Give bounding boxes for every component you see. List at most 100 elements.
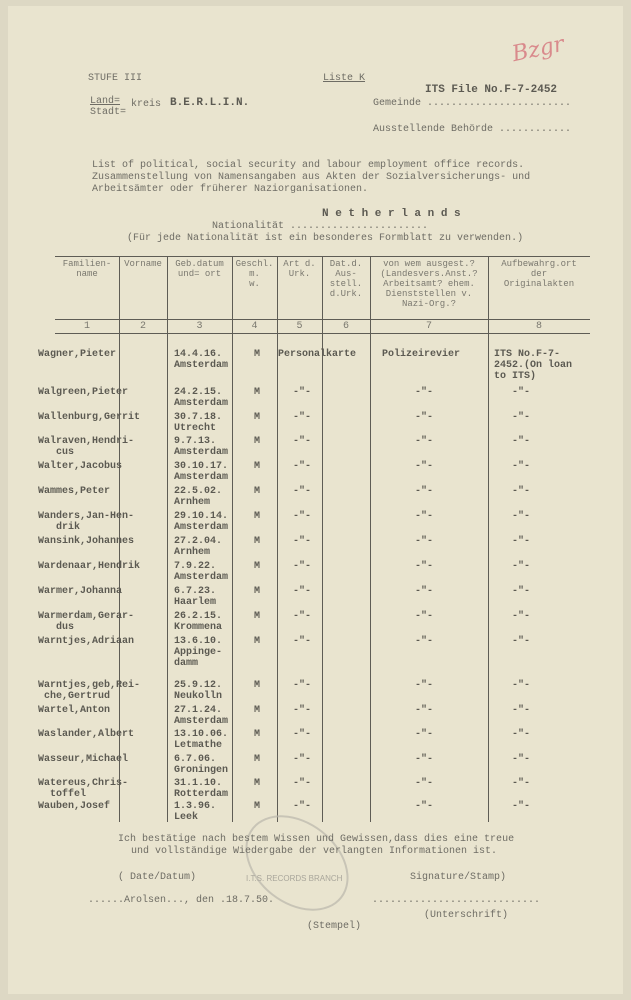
document-type: -"- xyxy=(293,561,312,572)
kreis-value: B.E.R.L.I.N. xyxy=(170,97,250,109)
document-type: -"- xyxy=(293,705,312,716)
unterschrift-label: (Unterschrift) xyxy=(424,910,509,921)
birth-date: 27.2.04. xyxy=(174,536,223,547)
column-divider xyxy=(370,256,371,822)
birth-date: 13.10.06. xyxy=(174,729,229,740)
family-name: Warmer,Johanna xyxy=(38,586,123,597)
nationality-note: (Für jede Nationalität ist ein besondere… xyxy=(127,233,524,244)
column-header: von wem ausgest.? (Landesvers.Anst.? Arb… xyxy=(380,259,478,309)
archive-location: -"- xyxy=(512,536,531,547)
archive-location: -"- xyxy=(512,754,531,765)
issued-by: Polizeirevier xyxy=(382,349,461,360)
nationality-value: N e t h e r l a n d s xyxy=(322,208,461,220)
birth-date: 31.1.10. xyxy=(174,778,223,789)
issued-by: -"- xyxy=(415,486,434,497)
birth-date: 30.10.17. xyxy=(174,461,229,472)
birth-date: 13.6.10. xyxy=(174,636,223,647)
kreis-label: kreis xyxy=(131,99,162,110)
family-name: Wallenburg,Gerrit xyxy=(38,412,141,423)
column-divider xyxy=(322,256,323,822)
issued-by: -"- xyxy=(415,561,434,572)
birth-place: Haarlem xyxy=(174,597,217,608)
column-number: 4 xyxy=(251,321,258,332)
issued-by: -"- xyxy=(415,412,434,423)
sex: M xyxy=(254,705,261,716)
birth-date: 27.1.24. xyxy=(174,705,223,716)
birth-place: Arnhem xyxy=(174,547,211,558)
document-type: -"- xyxy=(293,387,312,398)
column-number: 2 xyxy=(139,321,146,332)
sex: M xyxy=(254,486,261,497)
column-number: 5 xyxy=(296,321,303,332)
column-divider xyxy=(167,256,168,822)
issued-by: -"- xyxy=(415,586,434,597)
document-type: -"- xyxy=(293,511,312,522)
issued-by: -"- xyxy=(415,461,434,472)
family-name: Wagner,Pieter xyxy=(38,349,117,360)
family-name: Wardenaar,Hendrik xyxy=(38,561,141,572)
description-line: Arbeitsämter oder früherer Naziorganisat… xyxy=(92,184,369,195)
birth-date: 24.2.15. xyxy=(174,387,223,398)
document-type: -"- xyxy=(293,436,312,447)
archive-location: -"- xyxy=(512,412,531,423)
family-name: Walter,Jacobus xyxy=(38,461,123,472)
family-name: Wartel,Anton xyxy=(38,705,111,716)
behoerde-field: Ausstellende Behörde ............ xyxy=(373,124,572,135)
document-type: Personalkarte xyxy=(278,349,357,360)
sex: M xyxy=(254,461,261,472)
issued-by: -"- xyxy=(415,436,434,447)
family-name: Watereus,Chris- toffel xyxy=(38,778,129,800)
document-type: -"- xyxy=(293,461,312,472)
birth-date: 29.10.14. xyxy=(174,511,229,522)
file-number: ITS File No.F-7-2452 xyxy=(425,84,558,96)
issued-by: -"- xyxy=(415,636,434,647)
stadt-label: Stadt= xyxy=(90,107,127,118)
issued-by: -"- xyxy=(415,729,434,740)
family-name: Wauben,Josef xyxy=(38,801,111,812)
sex: M xyxy=(254,387,261,398)
sex: M xyxy=(254,561,261,572)
archive-location: -"- xyxy=(512,511,531,522)
archive-location: -"- xyxy=(512,561,531,572)
issued-by: -"- xyxy=(415,778,434,789)
family-name: Wansink,Johannes xyxy=(38,536,135,547)
place-date: ......Arolsen..., den .18.7.50. xyxy=(88,895,275,906)
document-type: -"- xyxy=(293,486,312,497)
birth-place: Utrecht xyxy=(174,423,217,434)
issued-by: -"- xyxy=(415,536,434,547)
family-name: Warmerdam,Gerar- dus xyxy=(38,611,135,633)
sex: M xyxy=(254,636,261,647)
stamp-text: I.T.S. RECORDS BRANCH xyxy=(246,874,343,883)
sex: M xyxy=(254,436,261,447)
column-header: Aufbewahrg.ort der Originalakten xyxy=(501,259,577,289)
family-name: Waslander,Albert xyxy=(38,729,135,740)
sex: M xyxy=(254,586,261,597)
birth-place: Amsterdam xyxy=(174,716,229,727)
sex: M xyxy=(254,511,261,522)
birth-place: Amsterdam xyxy=(174,572,229,583)
document-type: -"- xyxy=(293,412,312,423)
nationality-label: Nationalität ....................... xyxy=(212,221,429,232)
stufe-label: STUFE III xyxy=(88,73,143,84)
birth-place: Amsterdam xyxy=(174,472,229,483)
liste-label: Liste K xyxy=(323,73,366,84)
archive-location: -"- xyxy=(512,586,531,597)
birth-place: Amsterdam xyxy=(174,447,229,458)
sex: M xyxy=(254,680,261,691)
issued-by: -"- xyxy=(415,680,434,691)
description-line: List of political, social security and l… xyxy=(92,160,525,171)
gemeinde-field: Gemeinde ........................ xyxy=(373,98,572,109)
column-divider xyxy=(232,256,233,822)
column-header: Familien- name xyxy=(62,259,112,279)
birth-place: Amsterdam xyxy=(174,360,229,371)
issued-by: -"- xyxy=(415,611,434,622)
birth-date: 1.3.96. xyxy=(174,801,217,812)
column-divider xyxy=(119,256,120,822)
sex: M xyxy=(254,778,261,789)
birth-date: 6.7.23. xyxy=(174,586,217,597)
column-header: Art d. Urk. xyxy=(283,259,316,279)
sex: M xyxy=(254,349,261,360)
description-line: Zusammenstellung von Namensangaben aus A… xyxy=(92,172,531,183)
birth-date: 9.7.13. xyxy=(174,436,217,447)
column-divider xyxy=(488,256,489,822)
